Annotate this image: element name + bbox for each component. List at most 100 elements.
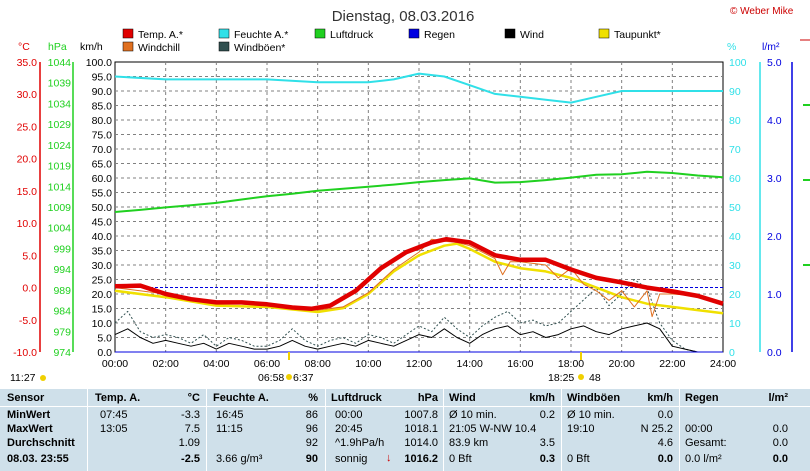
temp-unit-label: °C: [18, 41, 30, 53]
weather-chart: 00:00 02:00 04:00 06:00 08:00 10:00 12:00 14:00…: [10, 6, 810, 384]
row-temp-value: -2.5: [181, 453, 200, 465]
chart-axes: [39, 62, 793, 352]
humidity-unit-label: %: [727, 41, 736, 53]
legend-label: Regen: [424, 29, 455, 41]
pressure-tick-label: 1014: [48, 181, 72, 193]
row-wind-info: 0 Bft: [449, 453, 472, 465]
pressure-tick-label: 979: [53, 326, 71, 338]
header-sensor: Sensor: [7, 392, 45, 404]
x-tick-label: 02:00: [153, 358, 179, 370]
row-gust-value: 0.0: [657, 409, 673, 421]
rain-tick-label: 0.0: [767, 347, 782, 359]
header-gust: Windböen: [567, 392, 621, 404]
header-rain-unit: l/m²: [768, 392, 788, 404]
row-humidity-time: 3.66 g/m³: [216, 453, 263, 465]
wind-tick-label: 50.0: [92, 202, 113, 214]
rain-tick-label: 3.0: [767, 173, 782, 185]
pressure-tick-label: 989: [53, 285, 71, 297]
row-pressure-value: 1016.2: [404, 453, 438, 465]
pressure-tick-label: 994: [53, 264, 71, 276]
pressure-tick-label: 1039: [48, 78, 72, 90]
legend-label: Taupunkt*: [614, 29, 661, 41]
header-wind-unit: km/h: [529, 392, 555, 404]
legend-swatch: [218, 28, 230, 39]
x-tick-label: 18:00: [558, 358, 584, 370]
chart-grid: [114, 61, 724, 353]
pressure-trend-arrow-icon: ↓: [386, 452, 392, 464]
wind-tick-label: 85.0: [92, 101, 113, 113]
pressure-tick-label: 1024: [48, 140, 72, 152]
chart-legend: Temp. A.* Feuchte A.* Luftdruck Regen Wind Ta…: [122, 28, 661, 54]
row-humidity-time: 11:15: [216, 423, 243, 435]
series-line-wind: [114, 322, 723, 353]
column-divider: [443, 389, 444, 471]
header-pressure-unit: hPa: [417, 392, 438, 404]
legend-swatch: [408, 28, 420, 39]
x-tick-label: 12:00: [406, 358, 432, 370]
row-humidity-value: 96: [305, 423, 318, 435]
legend-label: Temp. A.*: [138, 29, 183, 41]
pressure-tick-label: 999: [53, 243, 71, 255]
daylength-label-b: 48: [589, 372, 601, 384]
row-rain-value: 0.0: [772, 423, 788, 435]
pressure-tick-label: 1029: [48, 119, 72, 131]
humidity-tick-label: 40: [729, 231, 741, 243]
row-pressure-time: ^1.9hPa/h: [335, 437, 385, 449]
row-label: MaxWert: [7, 423, 53, 435]
header-pressure: Luftdruck: [331, 392, 382, 404]
rain-unit-label: l/m²: [762, 41, 780, 53]
legend-label: Windböen*: [234, 42, 285, 54]
wind-tick-label: 95.0: [92, 72, 113, 84]
wind-tick-label: 100.0: [86, 57, 112, 69]
legend-label: Wind: [520, 29, 544, 41]
wind-tick-label: 65.0: [92, 159, 113, 171]
row-gust-info: Ø 10 min.: [567, 409, 615, 421]
wind-tick-label: 20.0: [92, 289, 113, 301]
row-pressure-time: sonnig: [335, 453, 368, 465]
row-pressure-time: 00:00: [335, 409, 363, 421]
temp-tick-label: -10.0: [13, 347, 37, 359]
column-divider: [325, 389, 326, 471]
rain-tick-label: 5.0: [767, 57, 782, 69]
wind-tick-label: 30.0: [92, 260, 113, 272]
wind-tick-label: 5.0: [97, 333, 112, 345]
header-temp-unit: °C: [187, 392, 200, 404]
row-temp-value: -3.3: [181, 409, 200, 421]
temp-tick-label: 5.0: [22, 250, 37, 262]
row-gust-info: 19:10: [567, 423, 595, 435]
row-gust-value: N 25.2: [640, 423, 673, 435]
chart-title: Dienstag, 08.03.2016: [332, 8, 475, 25]
temp-tick-label: -5.0: [19, 315, 37, 327]
sunset-label: 18:25: [548, 372, 574, 384]
pressure-tick-label: 1004: [48, 223, 72, 235]
x-tick-label: 00:00: [102, 358, 128, 370]
pressure-tick-label: 1034: [48, 98, 72, 110]
rain-tick-label: 1.0: [767, 289, 782, 301]
pressure-tick-label: 1009: [48, 202, 72, 214]
row-temp-time: 07:45: [100, 409, 128, 421]
row-rain-info: Gesamt:: [685, 437, 727, 449]
header-temp: Temp. A.: [95, 392, 141, 404]
row-label: 08.03. 23:55: [7, 453, 69, 465]
sunset-marker: [580, 352, 582, 360]
temp-tick-label: 0.0: [22, 283, 37, 295]
chart-series: [114, 72, 724, 353]
pressure-tick-label: 1044: [48, 57, 72, 69]
legend-swatch: [218, 41, 230, 52]
x-tick-label: 14:00: [457, 358, 483, 370]
legend-item: Windböen*: [218, 41, 285, 54]
column-divider: [87, 389, 88, 471]
current-time-icon: [40, 375, 46, 381]
humidity-tick-label: 50: [729, 202, 741, 214]
humidity-tick-label: 80: [729, 115, 741, 127]
row-humidity-value: 92: [305, 437, 318, 449]
pressure-tick-label: 984: [53, 306, 71, 318]
wind-tick-label: 75.0: [92, 130, 113, 142]
humidity-tick-label: 70: [729, 144, 741, 156]
x-tick-label: 24:00: [710, 358, 736, 370]
row-pressure-value: 1014.0: [404, 437, 438, 449]
row-wind-value: 3.5: [539, 437, 555, 449]
row-pressure-time: 20:45: [335, 423, 363, 435]
rain-tick-label: 2.0: [767, 231, 782, 243]
row-pressure-value: 1007.8: [404, 409, 438, 421]
